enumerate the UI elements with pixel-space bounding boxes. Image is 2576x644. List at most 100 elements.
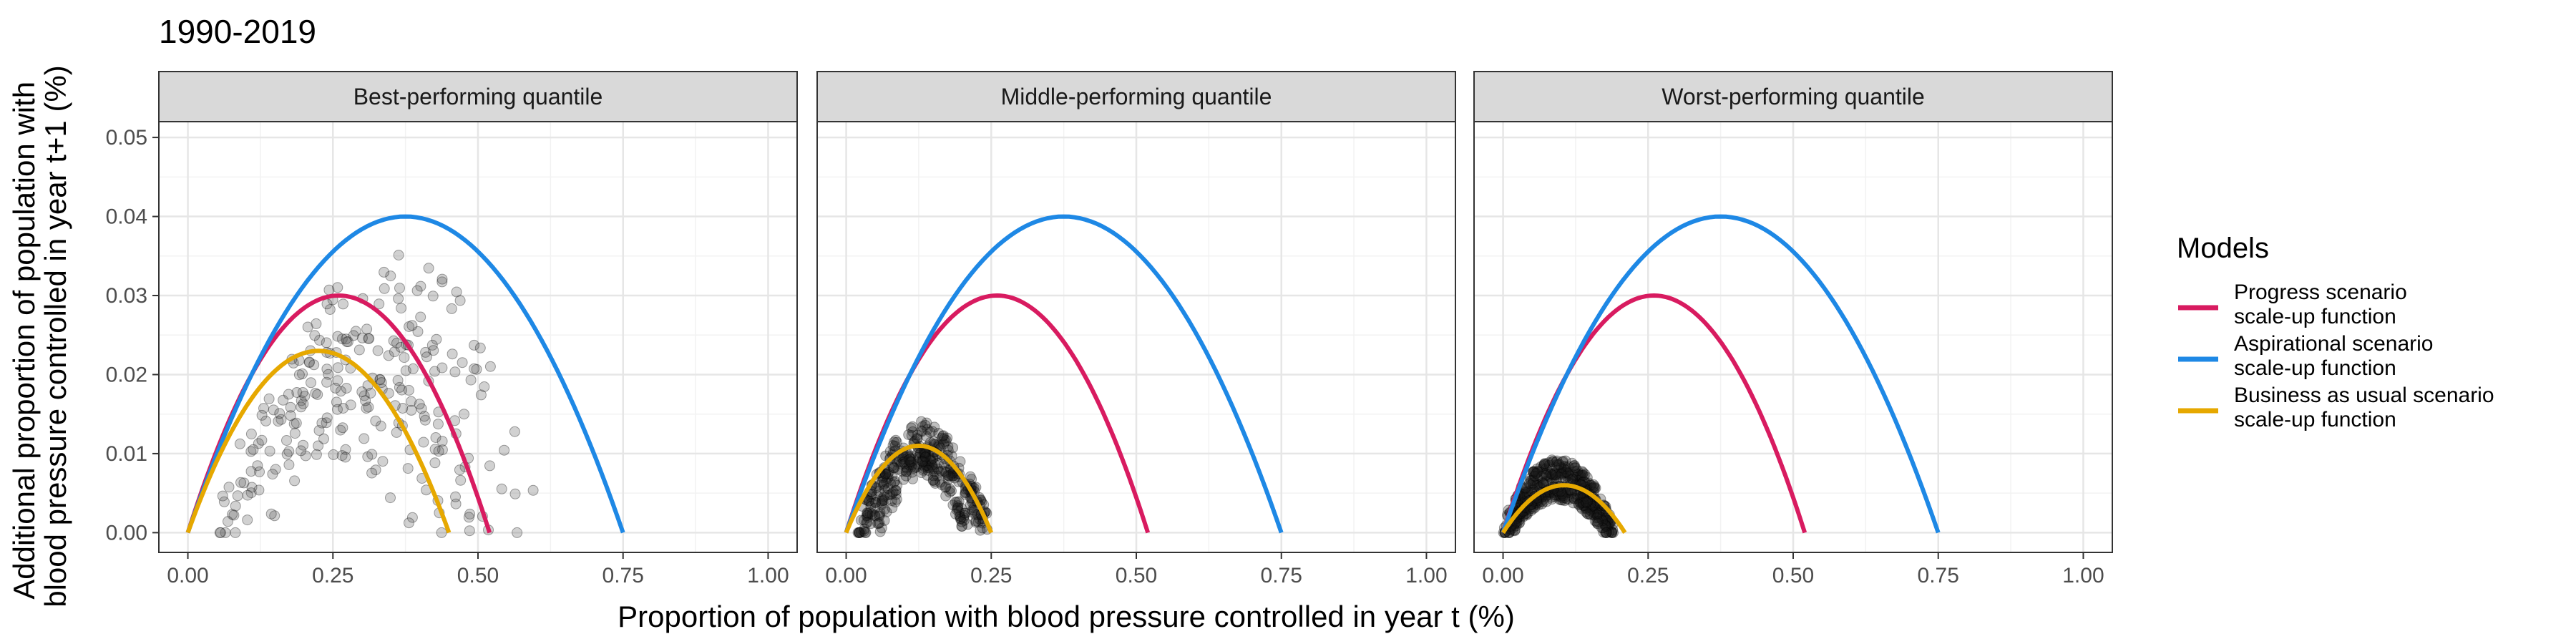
data-point bbox=[1591, 509, 1603, 520]
data-point bbox=[917, 421, 928, 432]
data-point bbox=[274, 408, 286, 419]
facet-strip bbox=[1473, 71, 2113, 122]
data-point bbox=[882, 473, 893, 484]
data-point bbox=[397, 403, 409, 414]
data-point bbox=[1528, 466, 1539, 477]
business-as-usual-curve bbox=[1501, 483, 1627, 535]
data-point bbox=[1591, 509, 1602, 520]
data-point bbox=[970, 509, 981, 520]
legend-label-progress-line-1: Progress scenario bbox=[2234, 280, 2407, 304]
data-point bbox=[303, 357, 315, 369]
data-point bbox=[436, 444, 448, 456]
data-point bbox=[1545, 468, 1556, 479]
data-point bbox=[878, 471, 889, 482]
data-point bbox=[362, 451, 374, 462]
data-point bbox=[1557, 492, 1568, 504]
data-point bbox=[1578, 467, 1589, 479]
data-point bbox=[922, 424, 933, 435]
x-tick-label: 0.25 bbox=[1627, 564, 1669, 587]
data-point bbox=[423, 263, 434, 274]
data-point bbox=[916, 416, 927, 427]
data-point bbox=[854, 527, 865, 538]
data-point bbox=[379, 266, 390, 278]
data-point bbox=[1606, 527, 1617, 538]
data-point bbox=[306, 377, 316, 389]
legend-label-progress: Progress scenario scale-up function bbox=[2234, 280, 2413, 328]
data-point bbox=[942, 444, 954, 456]
data-point bbox=[920, 431, 932, 441]
data-point bbox=[1559, 466, 1571, 477]
data-point bbox=[1559, 495, 1571, 507]
data-point bbox=[1576, 469, 1587, 481]
data-point bbox=[451, 286, 462, 298]
data-point bbox=[1596, 513, 1607, 525]
data-point bbox=[1591, 504, 1602, 516]
data-point bbox=[937, 432, 947, 444]
data-point bbox=[300, 450, 311, 462]
data-point bbox=[324, 304, 336, 315]
data-point bbox=[955, 456, 966, 467]
data-point bbox=[366, 467, 378, 479]
data-point bbox=[1581, 502, 1592, 514]
data-point bbox=[1583, 477, 1594, 489]
data-point bbox=[1544, 459, 1555, 471]
data-point bbox=[1591, 507, 1602, 518]
data-point bbox=[1578, 470, 1589, 481]
data-point bbox=[874, 526, 886, 537]
data-point bbox=[348, 330, 359, 341]
data-point bbox=[898, 474, 909, 485]
data-point bbox=[1509, 525, 1521, 537]
data-point bbox=[888, 462, 899, 474]
data-point bbox=[869, 502, 881, 514]
data-point bbox=[1557, 455, 1568, 467]
data-point bbox=[890, 484, 902, 496]
data-point bbox=[859, 527, 871, 538]
data-point bbox=[950, 508, 961, 519]
data-point bbox=[496, 483, 507, 494]
data-point bbox=[1528, 477, 1539, 489]
data-point bbox=[909, 462, 920, 474]
data-point bbox=[1562, 487, 1574, 498]
data-point bbox=[338, 403, 349, 414]
data-point bbox=[1578, 476, 1589, 487]
data-point bbox=[377, 456, 389, 467]
data-point bbox=[1599, 519, 1611, 531]
data-point bbox=[1538, 494, 1549, 505]
data-point bbox=[1529, 467, 1541, 479]
data-point bbox=[866, 497, 877, 509]
data-point bbox=[1585, 498, 1596, 509]
data-point bbox=[928, 466, 940, 477]
data-point bbox=[1604, 517, 1616, 529]
data-point bbox=[938, 438, 950, 449]
data-point bbox=[906, 462, 917, 472]
data-point bbox=[944, 487, 955, 498]
data-point bbox=[861, 517, 872, 528]
data-point bbox=[245, 446, 257, 457]
data-point bbox=[877, 472, 889, 484]
x-tick-label: 0.25 bbox=[970, 564, 1012, 587]
data-point bbox=[912, 458, 924, 469]
data-point bbox=[1520, 508, 1531, 519]
data-point bbox=[955, 513, 967, 525]
data-point bbox=[1543, 457, 1554, 469]
data-point bbox=[1530, 479, 1541, 491]
data-point bbox=[949, 472, 960, 484]
aspirational-curve bbox=[1501, 214, 1941, 534]
data-point bbox=[1541, 496, 1552, 507]
data-point bbox=[1558, 492, 1570, 504]
data-point bbox=[916, 425, 927, 436]
data-point bbox=[1562, 467, 1574, 479]
data-point bbox=[509, 426, 520, 437]
data-point bbox=[925, 456, 937, 467]
data-point bbox=[1532, 466, 1543, 477]
data-point bbox=[1508, 525, 1518, 536]
data-point bbox=[471, 364, 482, 375]
data-point bbox=[1572, 490, 1584, 501]
data-point bbox=[890, 434, 902, 446]
data-point bbox=[863, 508, 874, 519]
data-point bbox=[248, 444, 259, 455]
data-point bbox=[450, 498, 462, 509]
data-point bbox=[429, 457, 441, 469]
data-point bbox=[956, 516, 967, 527]
data-point bbox=[1548, 456, 1559, 467]
